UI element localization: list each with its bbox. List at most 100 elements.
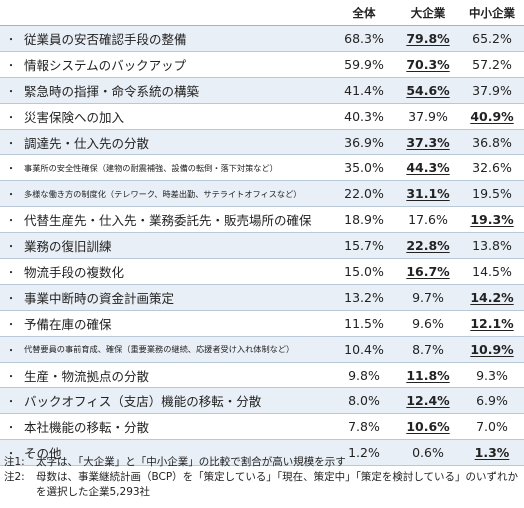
cell-value: 14.2% (470, 289, 514, 305)
cell-value: 37.3% (406, 134, 450, 150)
row-label: 多様な働き方の制度化（テレワーク、時差出勤、サテライトオフィスなど） (22, 180, 332, 208)
row-label: 従業員の安否確認手段の整備 (22, 25, 332, 52)
cell-sme: 37.9% (460, 77, 524, 104)
cell-value: 18.9% (344, 212, 384, 228)
cell-sme: 36.8% (460, 129, 524, 156)
row-bullet: ・ (0, 284, 22, 311)
row-label: 本社機能の移転・分散 (22, 413, 332, 441)
cell-sme: 1.3% (460, 439, 524, 467)
header-label-spacer (22, 0, 332, 26)
cell-total: 41.4% (332, 77, 396, 104)
cell-total: 59.9% (332, 51, 396, 78)
cell-value: 6.9% (476, 393, 508, 409)
column-header-large: 大企業 (396, 0, 460, 26)
cell-value: 14.5% (472, 263, 512, 279)
row-bullet: ・ (0, 103, 22, 130)
cell-value: 37.9% (408, 108, 448, 124)
cell-large: 11.8% (396, 362, 460, 389)
cell-total: 35.0% (332, 154, 396, 182)
column-header-sme: 中小企業 (460, 0, 524, 26)
row-label: 物流手段の複数化 (22, 258, 332, 285)
table-row: ・物流手段の複数化 15.0% 16.7% 14.5% (0, 258, 524, 285)
cell-large: 17.6% (396, 206, 460, 234)
cell-large: 0.6% (396, 439, 460, 467)
cell-sme: 65.2% (460, 25, 524, 52)
cell-total: 15.7% (332, 232, 396, 260)
row-bullet: ・ (0, 129, 22, 156)
cell-value: 9.8% (348, 367, 380, 383)
cell-value: 16.7% (406, 263, 450, 279)
cell-total: 36.9% (332, 129, 396, 156)
row-label: 代替生産先・仕入先・業務委託先・販売場所の確保 (22, 206, 332, 234)
row-label: 予備在庫の確保 (22, 310, 332, 337)
footnote-2: 注2: 母数は、事業継続計画（BCP）を「策定している」「現在、策定中」「策定を… (4, 470, 520, 500)
cell-large: 9.6% (396, 310, 460, 337)
table-row: ・本社機能の移転・分散 7.8% 10.6% 7.0% (0, 413, 524, 441)
table-row: ・多様な働き方の制度化（テレワーク、時差出勤、サテライトオフィスなど） 22.0%… (0, 180, 524, 208)
cell-value: 19.3% (470, 212, 514, 228)
cell-value: 35.0% (344, 160, 384, 176)
table-row: ・事業中断時の資金計画策定 13.2% 9.7% 14.2% (0, 284, 524, 311)
cell-sme: 9.3% (460, 362, 524, 389)
cell-total: 22.0% (332, 180, 396, 208)
row-label: 情報システムのバックアップ (22, 51, 332, 78)
row-bullet: ・ (0, 258, 22, 285)
cell-value: 22.0% (344, 186, 384, 202)
cell-total: 15.0% (332, 258, 396, 285)
cell-value: 40.3% (344, 108, 384, 124)
cell-value: 11.8% (406, 367, 450, 383)
cell-value: 9.6% (412, 315, 444, 331)
cell-value: 22.8% (406, 238, 450, 254)
table-row: ・事業所の安全性確保（建物の耐震補強、設備の転倒・落下対策など） 35.0% 44.… (0, 154, 524, 182)
column-header-total: 全体 (332, 0, 396, 26)
cell-value: 15.7% (344, 238, 384, 254)
row-bullet: ・ (0, 362, 22, 389)
cell-total: 18.9% (332, 206, 396, 234)
cell-large: 44.3% (396, 154, 460, 182)
cell-large: 8.7% (396, 336, 460, 363)
cell-value: 0.6% (412, 445, 444, 461)
row-bullet: ・ (0, 413, 22, 441)
cell-value: 10.4% (344, 341, 384, 357)
table-row: ・バックオフィス（支店）機能の移転・分散 8.0% 12.4% 6.9% (0, 387, 524, 415)
cell-sme: 13.8% (460, 232, 524, 260)
cell-value: 31.1% (406, 186, 450, 202)
cell-large: 22.8% (396, 232, 460, 260)
footnotes: 注1: 太字は、「大企業」と「中小企業」の比較で割合が高い規模を示す 注2: 母… (4, 455, 520, 500)
cell-large: 70.3% (396, 51, 460, 78)
table-row: ・生産・物流拠点の分散 9.8% 11.8% 9.3% (0, 362, 524, 389)
footnote-2-tag: 注2: (4, 471, 25, 483)
cell-value: 8.0% (348, 393, 380, 409)
row-bullet: ・ (0, 206, 22, 234)
row-label: 生産・物流拠点の分散 (22, 362, 332, 389)
footnote-1: 注1: 太字は、「大企業」と「中小企業」の比較で割合が高い規模を示す (4, 455, 520, 470)
cell-sme: 19.5% (460, 180, 524, 208)
cell-total: 68.3% (332, 25, 396, 52)
row-bullet: ・ (0, 232, 22, 260)
cell-large: 16.7% (396, 258, 460, 285)
cell-value: 7.0% (476, 419, 508, 435)
cell-sme: 40.9% (460, 103, 524, 130)
cell-value: 1.2% (348, 445, 380, 461)
row-label: 緊急時の指揮・命令系統の構築 (22, 77, 332, 104)
row-bullet: ・ (0, 439, 22, 467)
row-bullet: ・ (0, 51, 22, 78)
cell-value: 68.3% (344, 30, 384, 46)
cell-sme: 14.5% (460, 258, 524, 285)
cell-sme: 7.0% (460, 413, 524, 441)
cell-value: 9.7% (412, 289, 444, 305)
cell-total: 1.2% (332, 439, 396, 467)
cell-sme: 14.2% (460, 284, 524, 311)
cell-value: 13.2% (344, 289, 384, 305)
table-row: ・情報システムのバックアップ 59.9% 70.3% 57.2% (0, 51, 524, 78)
cell-total: 13.2% (332, 284, 396, 311)
row-bullet: ・ (0, 77, 22, 104)
survey-table: 全体 大企業 中小企業 ・従業員の安否確認手段の整備 68.3% 79.8% 65.2… (0, 0, 524, 467)
row-bullet: ・ (0, 154, 22, 182)
cell-value: 65.2% (472, 30, 512, 46)
cell-value: 12.4% (406, 393, 450, 409)
table-row: ・従業員の安否確認手段の整備 68.3% 79.8% 65.2% (0, 25, 524, 52)
cell-sme: 10.9% (460, 336, 524, 363)
cell-sme: 32.6% (460, 154, 524, 182)
cell-large: 79.8% (396, 25, 460, 52)
